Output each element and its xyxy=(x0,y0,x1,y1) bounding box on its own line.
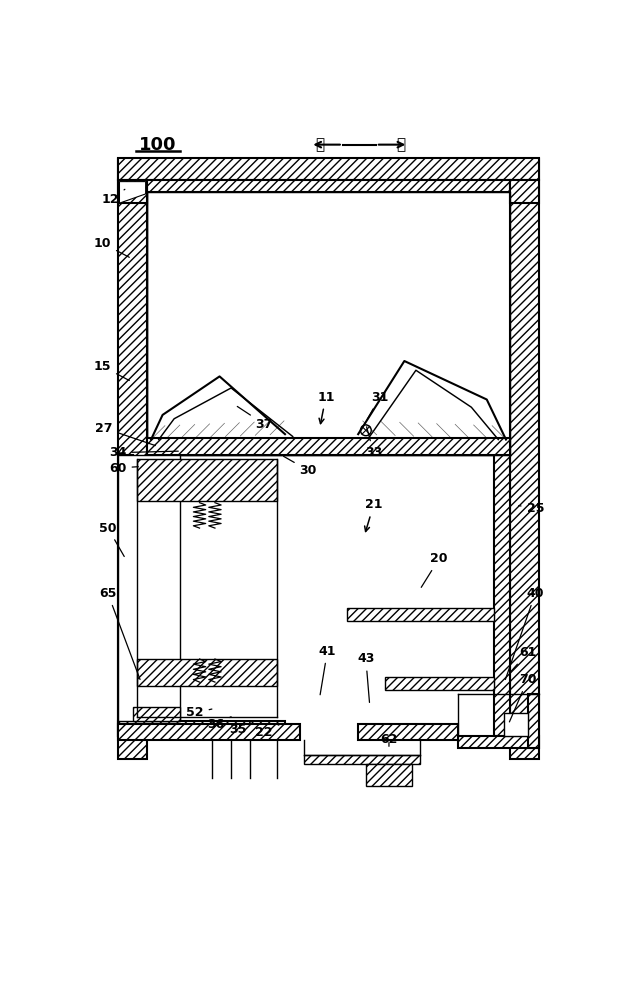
Bar xyxy=(133,707,180,721)
Bar xyxy=(358,724,458,740)
Text: 11: 11 xyxy=(317,391,335,424)
Text: 62: 62 xyxy=(380,733,398,746)
Bar xyxy=(137,459,277,501)
Text: 15: 15 xyxy=(94,360,130,381)
Bar xyxy=(147,180,510,192)
Bar xyxy=(385,677,495,690)
Text: 30: 30 xyxy=(284,456,317,477)
Text: 41: 41 xyxy=(319,645,336,695)
Text: 50: 50 xyxy=(99,522,124,556)
Bar xyxy=(118,158,539,180)
Text: 20: 20 xyxy=(421,552,448,587)
Text: 27: 27 xyxy=(95,422,156,446)
Bar xyxy=(304,755,420,764)
Bar xyxy=(147,192,510,455)
Text: 70: 70 xyxy=(509,673,537,722)
Text: 100: 100 xyxy=(139,136,177,154)
Bar xyxy=(458,736,539,748)
Bar xyxy=(118,455,133,736)
Bar xyxy=(118,180,147,203)
Text: 前: 前 xyxy=(315,137,324,152)
Text: 31: 31 xyxy=(367,391,389,419)
Text: 25: 25 xyxy=(519,502,544,515)
Bar xyxy=(147,438,510,455)
Text: 12: 12 xyxy=(102,189,125,206)
Text: 22: 22 xyxy=(255,724,279,739)
Text: 34: 34 xyxy=(109,446,178,459)
Bar xyxy=(118,721,285,736)
Bar xyxy=(510,158,539,759)
Bar xyxy=(366,764,412,786)
Bar xyxy=(510,180,539,203)
Text: 37: 37 xyxy=(237,406,273,431)
Text: 35: 35 xyxy=(229,722,250,736)
Text: 52: 52 xyxy=(186,706,212,719)
Text: 40: 40 xyxy=(505,587,544,679)
Text: 65: 65 xyxy=(99,587,140,680)
Text: 33: 33 xyxy=(365,427,382,459)
Bar xyxy=(528,694,539,748)
Text: 后: 后 xyxy=(396,137,405,152)
Text: 36: 36 xyxy=(207,717,231,731)
Bar xyxy=(137,659,277,686)
Bar xyxy=(118,158,147,759)
Bar xyxy=(495,455,510,736)
Text: 60: 60 xyxy=(109,462,138,475)
Bar xyxy=(118,455,180,721)
Text: 10: 10 xyxy=(94,237,130,257)
Text: 21: 21 xyxy=(364,498,382,532)
Text: 61: 61 xyxy=(510,646,536,672)
Bar xyxy=(504,713,528,736)
Bar xyxy=(347,608,495,620)
Polygon shape xyxy=(119,182,145,203)
Bar xyxy=(118,724,300,740)
Text: 43: 43 xyxy=(357,652,375,702)
